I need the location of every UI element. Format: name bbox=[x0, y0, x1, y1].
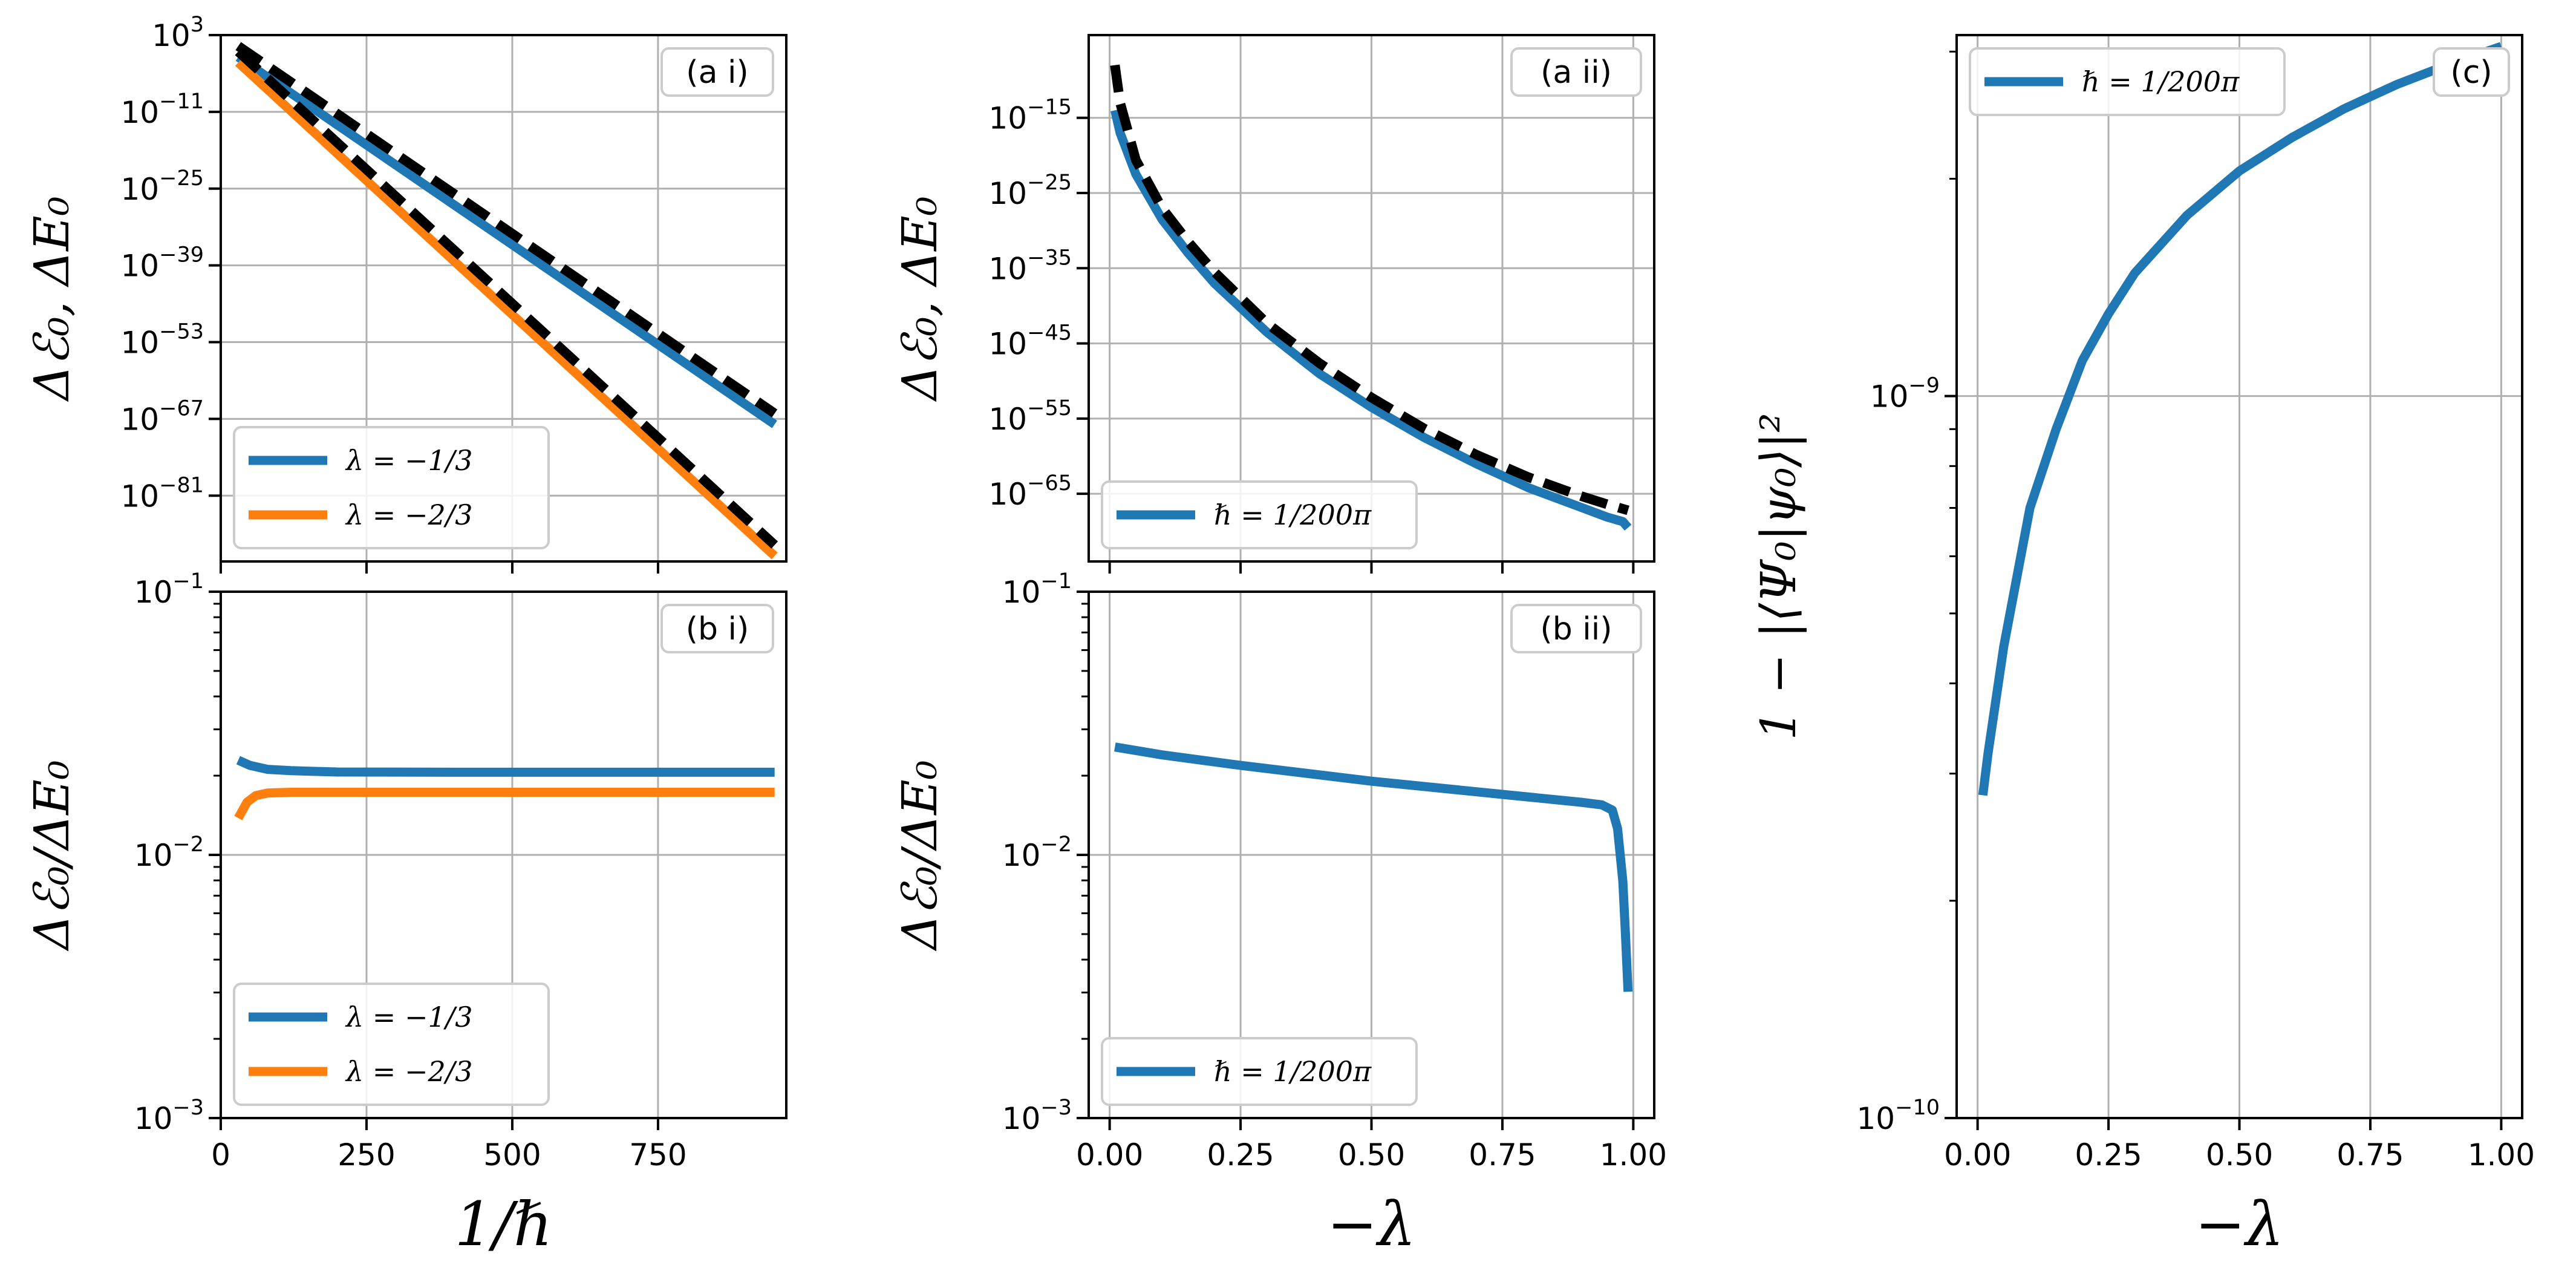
panel-b-ii: 10−1 10−2 10−30.00 0.25 0.50 0.75 1.00 −λ Δℰ₀/ΔE… bbox=[892, 569, 1667, 1260]
panel-tag-label: (b i) bbox=[686, 611, 749, 647]
series-line bbox=[235, 53, 777, 428]
y-tick-label: 10−39 bbox=[121, 243, 204, 284]
series-line bbox=[1114, 742, 1633, 992]
dashed-reference-line bbox=[1110, 64, 1629, 515]
legend-box bbox=[1969, 47, 2286, 116]
legend: λ = −1/3 λ = −2/3 bbox=[233, 983, 550, 1106]
y-tick-label: 10−65 bbox=[989, 471, 1072, 512]
legend-label: λ = −1/3 bbox=[345, 1001, 473, 1033]
dashed-reference-line bbox=[235, 42, 778, 417]
y-axis-label: Δℰ₀/ΔE₀ bbox=[892, 760, 948, 951]
y-tick-label: 10−1 bbox=[1002, 569, 1072, 610]
series-line bbox=[234, 788, 775, 820]
y-axis-label: Δℰ₀/ΔE₀ bbox=[24, 760, 80, 951]
y-tick-label: 10−25 bbox=[121, 166, 204, 207]
y-tick-label: 10−2 bbox=[134, 832, 204, 873]
y-tick-label: 10−67 bbox=[121, 396, 204, 437]
x-tick-label: 1.00 bbox=[2468, 1137, 2535, 1173]
x-tick-label: 0.75 bbox=[1469, 1137, 1536, 1173]
y-axis-label: 1 − |⟨Ψ₀|ψ₀⟩|² bbox=[1750, 413, 1807, 740]
x-tick-label: 0.50 bbox=[2206, 1137, 2273, 1173]
panel-tag-box bbox=[660, 47, 774, 97]
panel-b-i: 10−1 10−2 10−30 250 500 750 1/ℏ Δℰ₀/ΔE₀ (b i) λ =… bbox=[24, 569, 787, 1260]
x-tick-label: 0.00 bbox=[1944, 1137, 2011, 1173]
panel-tag: (b ii) bbox=[1510, 604, 1642, 653]
y-tick-label: 10−53 bbox=[121, 320, 204, 361]
x-tick-label: 0.00 bbox=[1076, 1137, 1143, 1173]
x-tick-label: 250 bbox=[337, 1137, 395, 1173]
x-axis-label: 1/ℏ bbox=[455, 1189, 553, 1260]
panel-tag-box bbox=[660, 604, 774, 653]
x-tick-label: 0.75 bbox=[2336, 1137, 2404, 1173]
panel-tag-label: (a i) bbox=[686, 54, 748, 91]
y-axis-label: Δℰ₀, ΔE₀ bbox=[892, 196, 948, 402]
series-group bbox=[234, 756, 775, 820]
series-group bbox=[1114, 742, 1633, 992]
x-tick-label: 0.25 bbox=[2075, 1137, 2142, 1173]
x-tick-label: 0.50 bbox=[1338, 1137, 1405, 1173]
legend-label: ℏ = 1/200π bbox=[1214, 1055, 1372, 1088]
x-axis-label: −λ bbox=[2195, 1189, 2284, 1260]
x-tick-label: 500 bbox=[483, 1137, 541, 1173]
panel-tag-label: (c) bbox=[2450, 54, 2492, 91]
y-axis-label: Δℰ₀, ΔE₀ bbox=[24, 196, 80, 402]
panel-tag: (a ii) bbox=[1510, 47, 1642, 97]
legend-label: ℏ = 1/200π bbox=[2082, 65, 2240, 98]
panel-tag-box bbox=[1510, 47, 1642, 97]
series-group bbox=[1110, 64, 1632, 531]
y-tick-label: 10−10 bbox=[1857, 1096, 1940, 1136]
series-line bbox=[1110, 109, 1632, 531]
panel-c: 10−9 10−100.00 0.25 0.50 0.75 1.00 −λ 1 − |⟨Ψ₀|… bbox=[1750, 34, 2535, 1260]
panel-tag-label: (b ii) bbox=[1540, 611, 1612, 647]
panel-tag-label: (a ii) bbox=[1541, 54, 1612, 91]
legend: ℏ = 1/200π bbox=[1101, 480, 1418, 549]
y-tick-label: 10−81 bbox=[121, 473, 204, 514]
x-tick-label: 750 bbox=[629, 1137, 686, 1173]
y-tick-label: 10−15 bbox=[989, 96, 1072, 136]
panel-tag-box bbox=[1510, 604, 1642, 653]
y-tick-label: 10−55 bbox=[989, 396, 1072, 437]
panel-tag-box bbox=[2433, 47, 2510, 97]
legend-label: ℏ = 1/200π bbox=[1214, 499, 1372, 531]
dashed-reference-line bbox=[235, 48, 778, 549]
series-line bbox=[236, 756, 775, 777]
legend: λ = −1/3 λ = −2/3 bbox=[233, 426, 550, 549]
legend-label: λ = −1/3 bbox=[345, 444, 473, 477]
x-tick-label: 0.25 bbox=[1207, 1137, 1274, 1173]
panel-a-i: 103 10−11 10−25 10−39 10−53 10−67 10−81 Δℰ₀, ΔE… bbox=[24, 13, 787, 574]
y-tick-label: 103 bbox=[152, 13, 204, 53]
y-tick-label: 10−3 bbox=[1002, 1096, 1072, 1136]
panel-tag: (b i) bbox=[660, 604, 774, 653]
y-tick-label: 10−45 bbox=[989, 321, 1072, 362]
y-tick-label: 10−3 bbox=[134, 1096, 204, 1136]
axes-frame bbox=[220, 34, 787, 563]
y-tick-label: 10−1 bbox=[134, 569, 204, 610]
legend-box bbox=[1101, 480, 1418, 549]
legend: ℏ = 1/200π bbox=[1969, 47, 2286, 116]
legend-box bbox=[1101, 1037, 1418, 1106]
panel-tag: (c) bbox=[2433, 47, 2510, 97]
series-group bbox=[235, 42, 778, 560]
panel-a-ii: 10−15 10−25 10−35 10−45 10−55 10−65 Δℰ₀, ΔE₀ (a… bbox=[892, 34, 1655, 574]
y-tick-label: 10−2 bbox=[1002, 832, 1072, 873]
series-line bbox=[1978, 42, 2503, 796]
x-tick-label: 0 bbox=[211, 1137, 230, 1173]
y-tick-label: 10−35 bbox=[989, 246, 1072, 286]
legend-label: λ = −2/3 bbox=[345, 499, 473, 531]
series-group bbox=[1978, 42, 2503, 796]
legend: ℏ = 1/200π bbox=[1101, 1037, 1418, 1106]
x-axis-label: −λ bbox=[1327, 1189, 1416, 1260]
y-tick-label: 10−9 bbox=[1870, 374, 1940, 414]
x-tick-label: 1.00 bbox=[1600, 1137, 1667, 1173]
y-tick-label: 10−25 bbox=[989, 171, 1072, 211]
panel-tag: (a i) bbox=[660, 47, 774, 97]
y-tick-label: 10−11 bbox=[121, 90, 204, 130]
legend-label: λ = −2/3 bbox=[345, 1055, 473, 1088]
series-line bbox=[235, 59, 778, 560]
